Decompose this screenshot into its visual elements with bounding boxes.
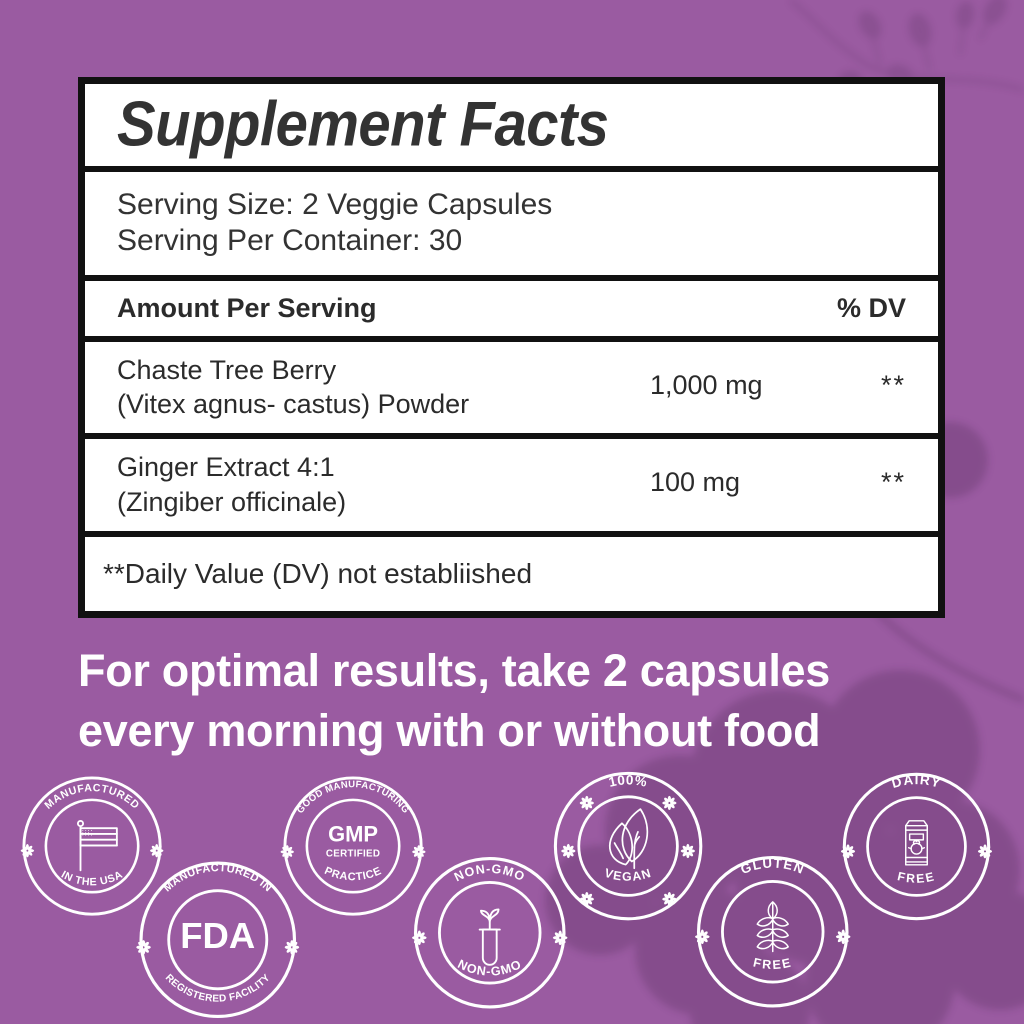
svg-text:DAIRY: DAIRY [889, 772, 942, 791]
svg-text:PRACTICE: PRACTICE [323, 865, 384, 883]
svg-text:GLUTEN: GLUTEN [739, 856, 808, 878]
svg-text:100%: 100% [608, 773, 649, 790]
svg-text:VEGAN: VEGAN [603, 866, 654, 884]
svg-text:FREE: FREE [896, 869, 937, 886]
svg-text:GMP: GMP [328, 821, 378, 846]
svg-text:NON-GMO: NON-GMO [452, 862, 527, 884]
svg-text:GOOD MANUFACTURING: GOOD MANUFACTURING [295, 779, 411, 816]
svg-text:FDA: FDA [180, 915, 255, 956]
svg-text:FREE: FREE [752, 956, 794, 973]
svg-text:CERTIFIED: CERTIFIED [326, 848, 380, 859]
